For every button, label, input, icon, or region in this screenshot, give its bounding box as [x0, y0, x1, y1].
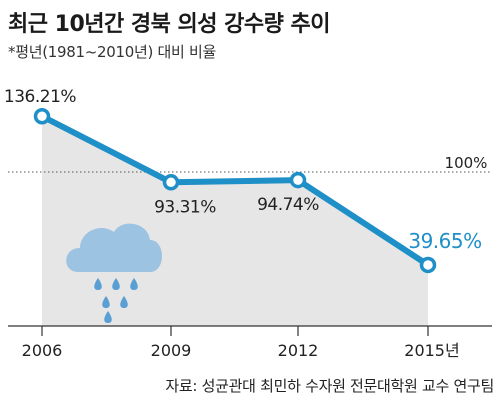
rain-drop: [94, 278, 102, 290]
rain-cloud-icon: [66, 223, 162, 323]
cloud-shape: [66, 223, 162, 272]
chart-title: 최근 10년간 경북 의성 강수량 추이: [8, 12, 331, 37]
x-tick-label: 2012: [278, 341, 319, 360]
data-point: [162, 174, 180, 191]
rain-drop: [104, 311, 112, 323]
data-point: [33, 107, 51, 125]
source-note: 자료: 성균관대 최민하 수자원 전문대학원 교수 연구팀: [165, 377, 494, 395]
x-tick-label: 2009: [151, 341, 192, 360]
rain-drop: [130, 278, 138, 290]
chart-subtitle: *평년(1981~2010년) 대비 비율: [8, 43, 216, 61]
rain-drop: [120, 296, 128, 308]
data-label: 39.65%: [408, 229, 481, 253]
x-tick-label: 2006: [22, 341, 63, 360]
data-point: [419, 256, 437, 274]
data-point: [289, 171, 307, 189]
reference-line-label: 100%: [445, 154, 488, 172]
data-label: 94.74%: [257, 195, 319, 215]
x-tick-label: 2015년: [404, 341, 459, 360]
series-line: [39, 113, 431, 268]
data-label: 93.31%: [154, 197, 216, 217]
data-label: 136.21%: [4, 87, 76, 107]
rain-drop: [102, 296, 110, 308]
rain-drop: [112, 278, 120, 290]
